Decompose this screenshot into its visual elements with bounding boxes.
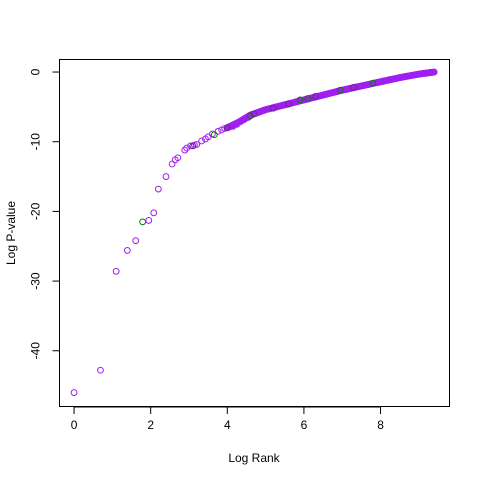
data-point (218, 126, 225, 134)
data-point (162, 173, 170, 180)
data-point (269, 104, 277, 112)
data-point (296, 96, 304, 104)
data-point (139, 218, 147, 226)
x-tick-label: 0 (71, 418, 78, 432)
data-point (246, 112, 254, 120)
data-point (145, 217, 153, 224)
y-tick-label: -20 (29, 202, 43, 220)
data-point (350, 83, 358, 91)
curve-point (430, 68, 438, 76)
data-point (150, 209, 158, 217)
data-point (304, 95, 312, 102)
data-point (189, 142, 197, 150)
data-point (250, 110, 258, 118)
y-tick-label: -40 (29, 342, 43, 360)
y-tick-label: 0 (29, 68, 43, 75)
x-tick-label: 6 (301, 418, 308, 432)
data-point (336, 86, 344, 94)
x-axis-label: Log Rank (228, 451, 280, 465)
data-point (221, 125, 229, 132)
data-point (168, 160, 176, 168)
data-point (237, 118, 245, 125)
data-point (154, 185, 162, 193)
data-point (112, 267, 120, 275)
data-point (183, 144, 191, 152)
data-point (369, 79, 377, 87)
axes-layer: 0 2 4 6 8 0 -10 -20 -30 -40 (29, 68, 385, 432)
y-tick-label: -30 (29, 272, 43, 290)
data-point (174, 154, 182, 162)
points-layer (70, 68, 438, 396)
data-point (181, 146, 189, 154)
data-point (210, 131, 218, 139)
data-point (193, 141, 201, 148)
x-tick-label: 8 (377, 418, 384, 432)
y-axis-label: Log P-value (4, 201, 18, 265)
data-point (187, 142, 194, 150)
data-point (241, 116, 248, 123)
data-point (70, 389, 78, 396)
data-point (123, 247, 131, 254)
data-point (244, 113, 252, 121)
data-point (214, 127, 222, 135)
x-tick-label: 2 (147, 418, 154, 432)
data-point (285, 100, 292, 108)
x-tick-label: 4 (224, 418, 231, 432)
data-point (132, 237, 140, 245)
data-point (223, 124, 231, 132)
data-point (198, 137, 206, 145)
y-tick-label: -10 (29, 133, 43, 151)
data-point (312, 93, 319, 100)
data-point (97, 366, 104, 374)
